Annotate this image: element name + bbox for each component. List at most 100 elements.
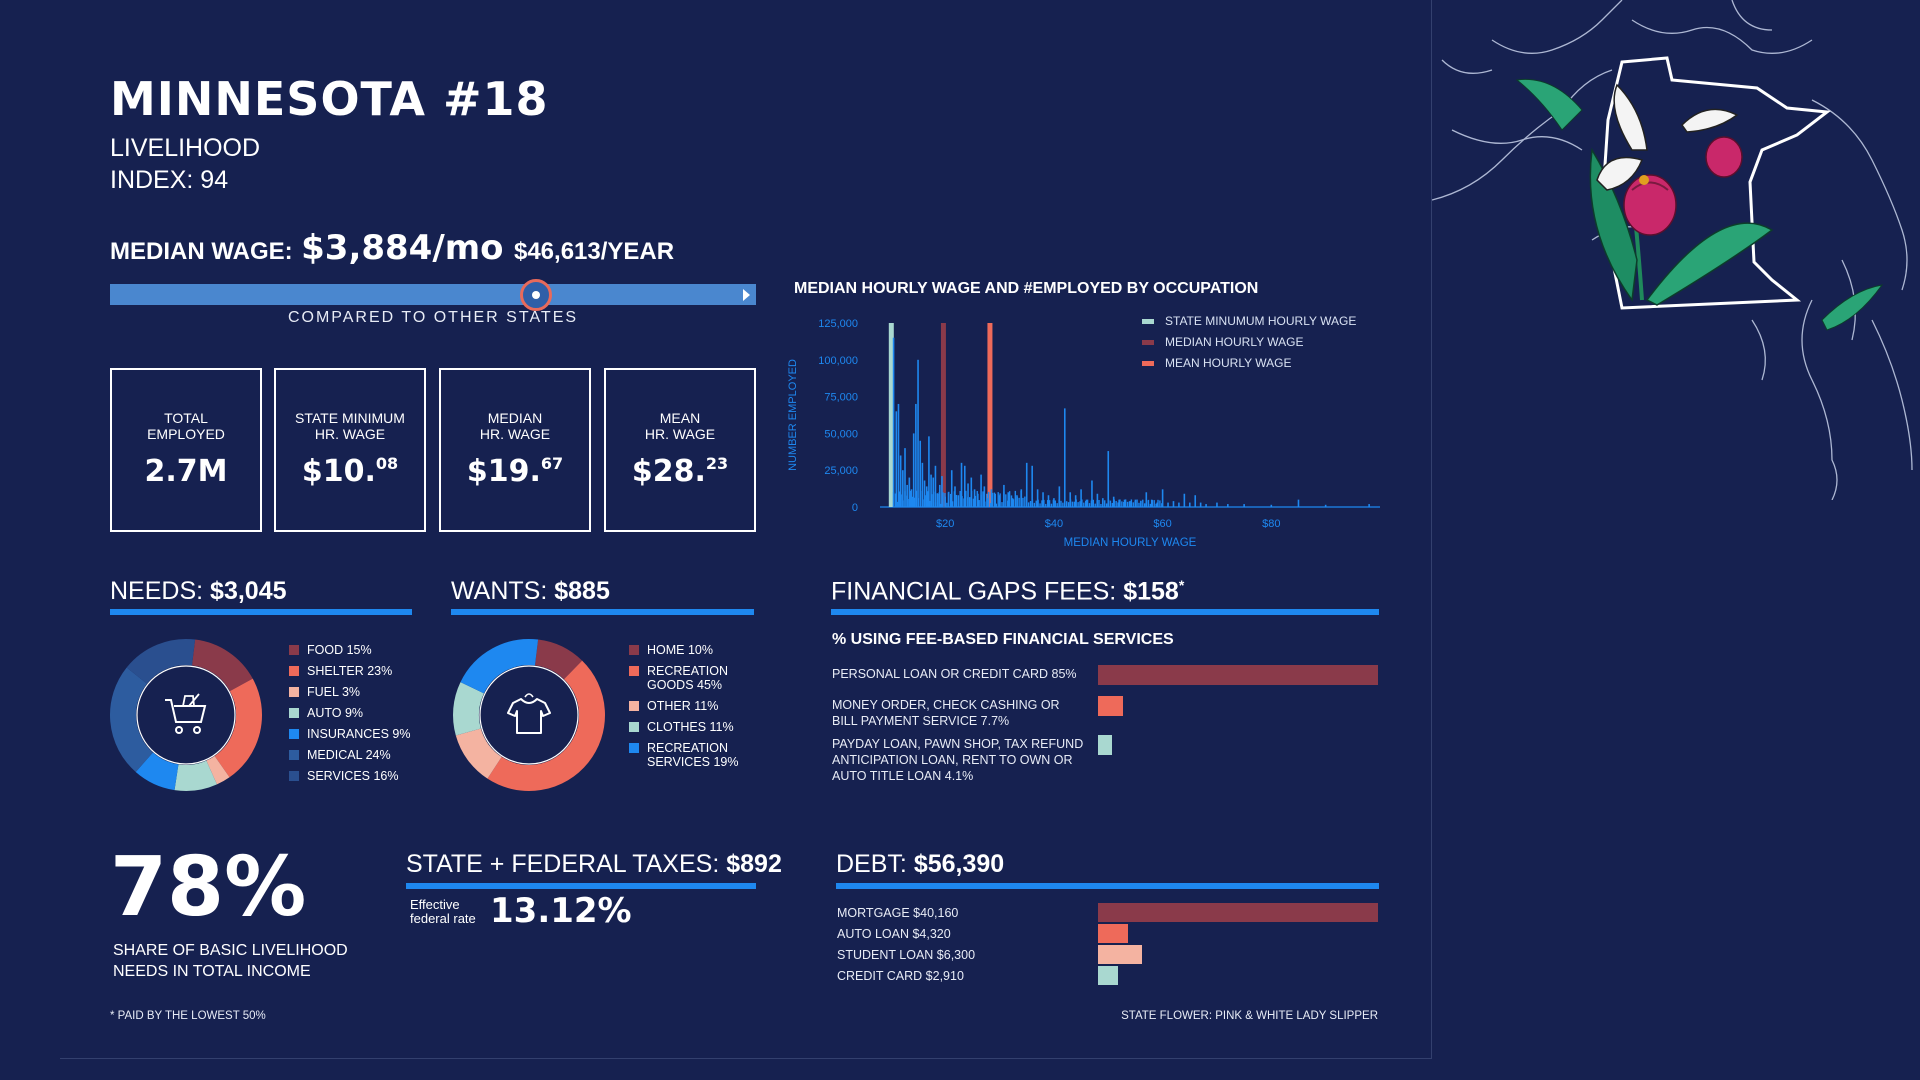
occupation-bar xyxy=(1041,500,1043,507)
occupation-bar xyxy=(906,495,908,507)
occupation-bar xyxy=(936,493,939,507)
occupation-bar xyxy=(1107,451,1110,507)
occupation-bar xyxy=(1151,500,1153,507)
occupation-bar xyxy=(1045,503,1047,507)
occupation-bar xyxy=(911,496,914,507)
occupation-bar xyxy=(986,493,988,507)
y-tick-label: 25,000 xyxy=(824,465,858,477)
occupation-bar xyxy=(1098,499,1100,507)
legend-swatch xyxy=(629,645,639,655)
occupation-bar xyxy=(1086,499,1089,507)
occupation-bar xyxy=(1096,500,1098,507)
donut-slice xyxy=(174,760,217,791)
wage-marker-bar xyxy=(987,323,993,507)
occupation-bar xyxy=(1119,499,1121,507)
occupation-bar xyxy=(991,492,994,507)
occupation-bar xyxy=(899,455,902,507)
occupation-bar xyxy=(1123,499,1126,507)
occupation-bar xyxy=(1153,500,1155,507)
occupation-bar xyxy=(1109,500,1112,507)
occupation-bar xyxy=(989,503,992,507)
subtitle-line-livelihood: LIVELIHOOD xyxy=(110,134,261,162)
legend-item: AUTO 9% xyxy=(289,706,411,720)
occupation-bar xyxy=(923,480,926,507)
occupation-bar xyxy=(1056,503,1058,507)
legend-item: FUEL 3% xyxy=(289,685,411,699)
y-tick-label: 0 xyxy=(852,502,858,514)
occupation-bar xyxy=(1005,494,1007,507)
legend-swatch xyxy=(629,701,639,711)
donut-slice xyxy=(487,660,605,791)
occupation-bar xyxy=(1205,504,1207,507)
occupation-wage-chart: NUMBER EMPLOYED 0 25,000 50,000 75,000 100,00… xyxy=(787,314,1380,549)
donut-slice xyxy=(206,755,230,785)
occupation-bar xyxy=(1128,501,1131,507)
debt-rule xyxy=(836,883,1379,889)
occupation-chart-title: MEDIAN HOURLY WAGE AND #EMPLOYED BY OCCU… xyxy=(794,280,1259,297)
occupation-bar xyxy=(1123,501,1125,507)
legend-swatch xyxy=(289,729,299,739)
occupation-bar xyxy=(892,337,895,507)
median-wage-line: MEDIAN WAGE: $3,884/mo $46,613/YEAR xyxy=(110,228,674,268)
occupation-bar xyxy=(1167,502,1169,507)
occupation-bar xyxy=(1001,502,1003,507)
subtitle-line-index: INDEX: 94 xyxy=(110,166,229,194)
occupation-bar xyxy=(934,465,937,507)
donut-slice xyxy=(455,727,503,779)
occupation-bar xyxy=(908,499,910,507)
occupation-bar xyxy=(1111,502,1114,507)
legend-label: SHELTER 23% xyxy=(307,664,393,678)
occupation-bar xyxy=(1194,495,1197,507)
wage-marker-bar xyxy=(888,323,894,507)
tax-rate-label: Effective federal rate xyxy=(410,897,476,926)
y-axis-label: NUMBER EMPLOYED xyxy=(787,359,799,471)
occupation-bar xyxy=(1115,500,1117,507)
legend-label: MEAN HOURLY WAGE xyxy=(1165,356,1291,370)
occupation-bar xyxy=(915,403,917,507)
legend-swatch xyxy=(1142,319,1154,324)
occupation-bar xyxy=(1107,499,1110,507)
tax-rate-value: 13.12% xyxy=(490,891,632,931)
legend-swatch xyxy=(629,743,639,753)
legend-item: INSURANCES 9% xyxy=(289,727,411,741)
legend-label: SERVICES 16% xyxy=(307,769,399,783)
legend-swatch xyxy=(289,708,299,718)
occupation-bar xyxy=(1145,492,1148,507)
occupation-bar xyxy=(1043,499,1045,507)
legend-swatch xyxy=(289,750,299,760)
occupation-bar xyxy=(1036,489,1039,507)
occupation-bar xyxy=(1025,462,1028,507)
debt-label: MORTGAGE $40,160 xyxy=(837,906,959,920)
page-subtitle: LIVELIHOOD INDEX: 94 xyxy=(110,132,260,196)
legend-label: SERVICES 19% xyxy=(647,755,739,769)
taxes-heading: STATE + FEDERAL TAXES: $892 xyxy=(406,850,782,878)
occupation-bar xyxy=(1188,502,1191,507)
occupation-bar xyxy=(1142,499,1144,507)
occupation-bar xyxy=(1064,499,1066,507)
occupation-bar xyxy=(955,494,958,507)
shopping-cart-icon xyxy=(165,693,207,734)
occupation-bar xyxy=(925,486,928,507)
occupation-bar xyxy=(1067,502,1070,507)
legend-label: FUEL 3% xyxy=(307,685,361,699)
occupation-bar xyxy=(1149,503,1152,507)
occupation-bar xyxy=(967,483,969,507)
occupation-bar xyxy=(1143,503,1146,507)
occupation-bar xyxy=(1031,465,1033,507)
minnesota-map-illustration xyxy=(1432,0,1913,500)
donut-slice xyxy=(191,639,253,692)
needs-legend: FOOD 15% SHELTER 23% FUEL 3% AUTO 9% INSURAN… xyxy=(289,643,411,790)
occupation-bar xyxy=(967,497,969,507)
wants-heading: WANTS: $885 xyxy=(451,577,610,605)
occupation-bar xyxy=(1121,501,1123,507)
stat-value: 2.7M xyxy=(144,454,228,489)
occupation-bar xyxy=(999,493,1001,507)
occupation-bar xyxy=(1027,502,1030,507)
occupation-bar xyxy=(1216,502,1218,507)
state-rank-slider-knob xyxy=(520,279,553,311)
financial-service-bar xyxy=(1098,665,1378,685)
occupation-bar xyxy=(917,498,920,507)
occupation-bar xyxy=(1035,500,1037,507)
occupation-bar xyxy=(921,490,923,507)
occupation-bar xyxy=(904,491,906,507)
